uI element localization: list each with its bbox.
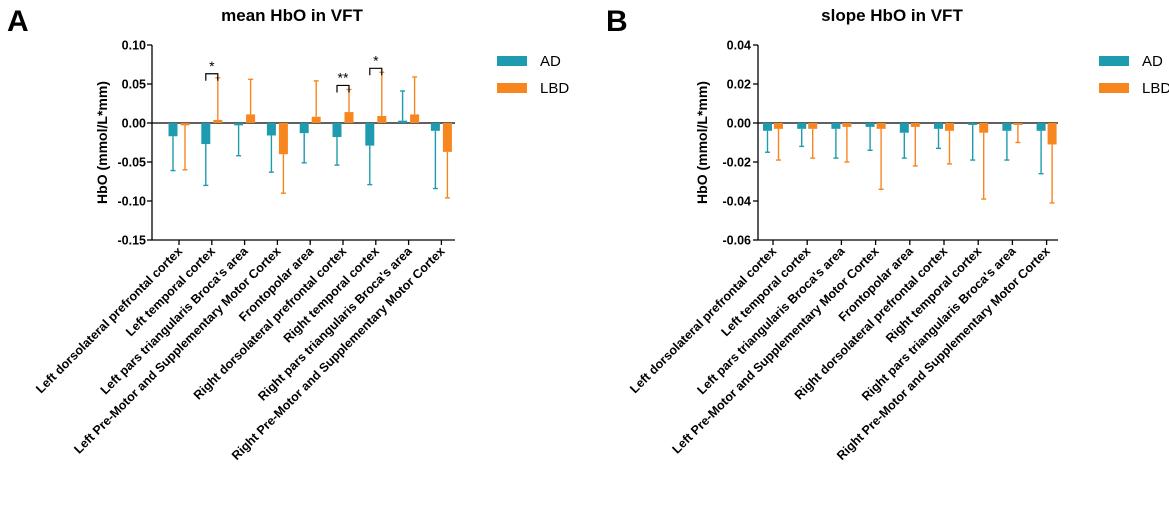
legend-swatch-lbd [497,83,527,93]
y-tick-label: -0.10 [118,195,147,209]
bar-lbd [979,123,989,133]
bar-lbd [344,112,354,123]
panel-letter: B [606,5,628,38]
significance-bracket [369,67,383,76]
significance-bracket [205,73,219,81]
bar-lbd [842,123,852,127]
y-axis-label: HbO (mmol/L*mm) [694,81,710,204]
bar-ad [968,123,978,125]
y-tick-label: 0.05 [122,78,146,92]
chart-title: slope HbO in VFT [821,6,963,25]
y-tick-label: -0.15 [118,234,147,248]
bar-lbd [180,123,190,126]
legend-swatch-ad [1099,56,1129,66]
legend-label-ad: AD [1142,53,1163,70]
y-tick-label: 0.02 [727,78,751,92]
chart-title: mean HbO in VFT [221,6,363,25]
bar-lbd [1047,123,1057,145]
legend-swatch-ad [497,56,527,66]
bar-ad [365,123,375,146]
significance-marker: ** [338,69,349,85]
bar-ad [299,123,309,134]
bar-ad [332,123,342,138]
bar-lbd [910,123,920,127]
y-tick-label: 0.10 [122,39,146,53]
y-tick-label: -0.06 [723,234,752,248]
bar-ad [201,123,211,145]
bar-lbd [876,123,886,129]
bar-ad [831,123,841,129]
bar-lbd [808,123,818,129]
legend-label-ad: AD [540,53,561,70]
panel-letter: A [7,5,29,38]
y-tick-label: 0.00 [122,117,146,131]
bar-ad [763,123,772,131]
y-tick-label: -0.05 [118,156,147,170]
bar-ad [865,123,875,127]
bar-ad [398,120,408,123]
legend-label-lbd: LBD [540,80,569,97]
bar-ad [168,123,178,137]
y-tick-label: -0.04 [723,195,752,209]
bar-ad [266,123,276,136]
bar-ad [899,123,909,133]
bar-lbd [945,123,954,131]
bar-lbd [278,123,288,155]
significance-marker: * [209,58,215,74]
y-tick-label: 0.00 [727,117,751,131]
bar-ad [1002,123,1012,131]
bar-lbd [213,119,223,123]
bar-ad [934,123,943,129]
significance-marker: * [373,52,379,68]
y-tick-label: 0.04 [727,39,751,53]
bar-ad [797,123,807,129]
y-axis-label: HbO (mmol/L*mm) [94,81,110,204]
legend-swatch-lbd [1099,83,1129,93]
bar-lbd [246,114,256,123]
y-tick-label: -0.02 [723,156,752,170]
bar-lbd [774,123,783,129]
bar-lbd [311,116,321,123]
bar-lbd [377,115,387,123]
bar-ad [234,123,244,126]
bar-lbd [410,114,420,123]
bar-ad [1036,123,1046,131]
bar-lbd [1013,123,1023,125]
legend-label-lbd: LBD [1142,80,1169,97]
bar-ad [430,123,440,131]
significance-bracket [336,84,350,93]
bar-lbd [442,123,452,152]
